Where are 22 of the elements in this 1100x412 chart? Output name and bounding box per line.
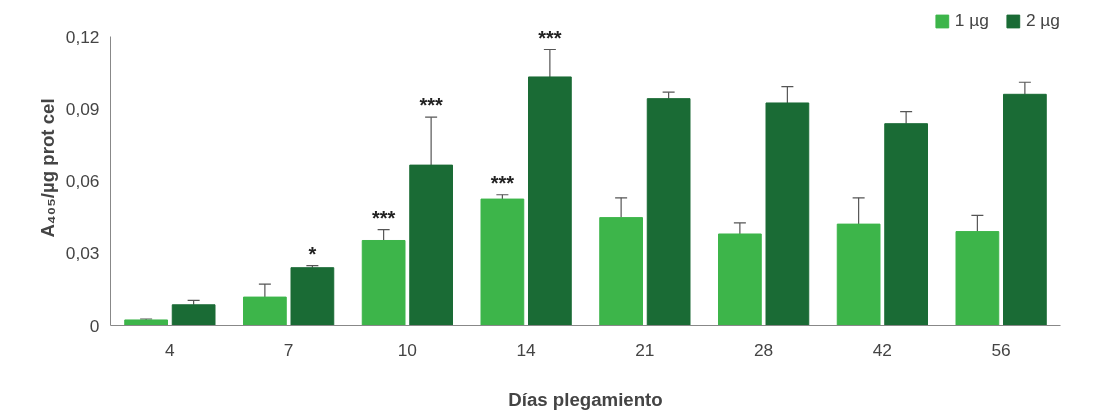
annotation: *** <box>490 171 515 194</box>
x-tick-label: 10 <box>397 339 418 360</box>
annotation: *** <box>538 26 562 49</box>
y-axis-title: A₄₀₅/µg prot cel <box>36 98 58 238</box>
x-tick-label: 7 <box>283 339 294 360</box>
x-tick-label: 56 <box>991 339 1011 360</box>
x-tick-label: 28 <box>753 339 774 360</box>
x-tick-label: 4 <box>165 339 176 360</box>
y-tick-label: 0,09 <box>65 98 100 119</box>
x-tick-label: 42 <box>872 339 893 360</box>
y-tick-label: 0 <box>89 315 100 336</box>
legend-label: 1 µg <box>954 10 989 31</box>
annotation: *** <box>371 206 396 229</box>
x-tick-label: 14 <box>516 339 537 360</box>
annotation: * <box>308 242 317 265</box>
y-tick-label: 0,06 <box>65 171 100 191</box>
y-tick-label: 0,12 <box>65 26 100 47</box>
y-tick-label: 0,03 <box>65 243 100 264</box>
x-axis-title: Días plegamiento <box>508 388 663 410</box>
annotation: *** <box>419 94 444 117</box>
legend-label: 2 µg <box>1025 10 1060 31</box>
x-tick-label: 21 <box>635 339 655 360</box>
